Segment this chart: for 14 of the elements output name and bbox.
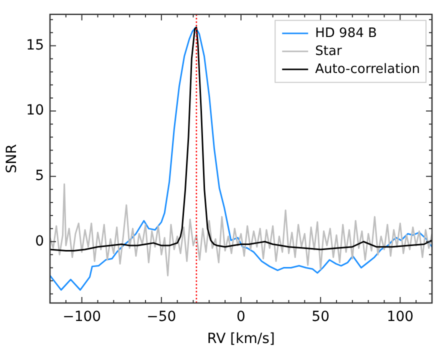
x-tick-label: 50 [312,309,330,326]
legend-label: Star [315,44,342,59]
y-axis-title: SNR [4,144,20,174]
legend-label: Auto-correlation [315,62,420,77]
x-tick-label: −100 [62,309,102,326]
x-tick-label: −50 [146,309,176,326]
y-tick-label: 10 [26,102,44,119]
y-tick-label: 5 [35,168,44,184]
x-axis-title: RV [km/s] [207,331,275,348]
y-tick-label: 0 [35,233,44,250]
legend-label: HD 984 B [315,26,377,41]
y-tick-label: 15 [26,37,44,54]
x-tick-label: 0 [236,309,246,326]
x-tick-label: 100 [386,309,414,326]
